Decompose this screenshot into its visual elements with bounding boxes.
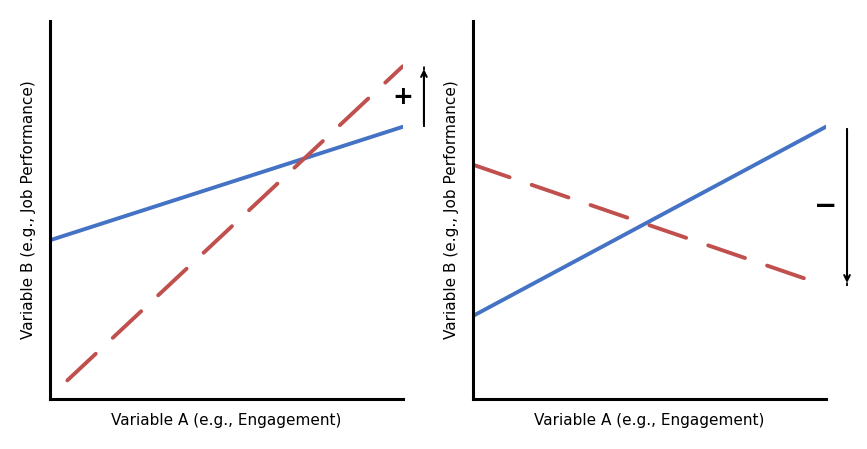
Text: −: − — [814, 192, 838, 220]
X-axis label: Variable A (e.g., Engagement): Variable A (e.g., Engagement) — [111, 413, 342, 428]
X-axis label: Variable A (e.g., Engagement): Variable A (e.g., Engagement) — [534, 413, 765, 428]
Text: +: + — [393, 84, 414, 109]
Y-axis label: Variable B (e.g., Job Performance): Variable B (e.g., Job Performance) — [444, 81, 459, 339]
Y-axis label: Variable B (e.g., Job Performance): Variable B (e.g., Job Performance) — [21, 81, 36, 339]
